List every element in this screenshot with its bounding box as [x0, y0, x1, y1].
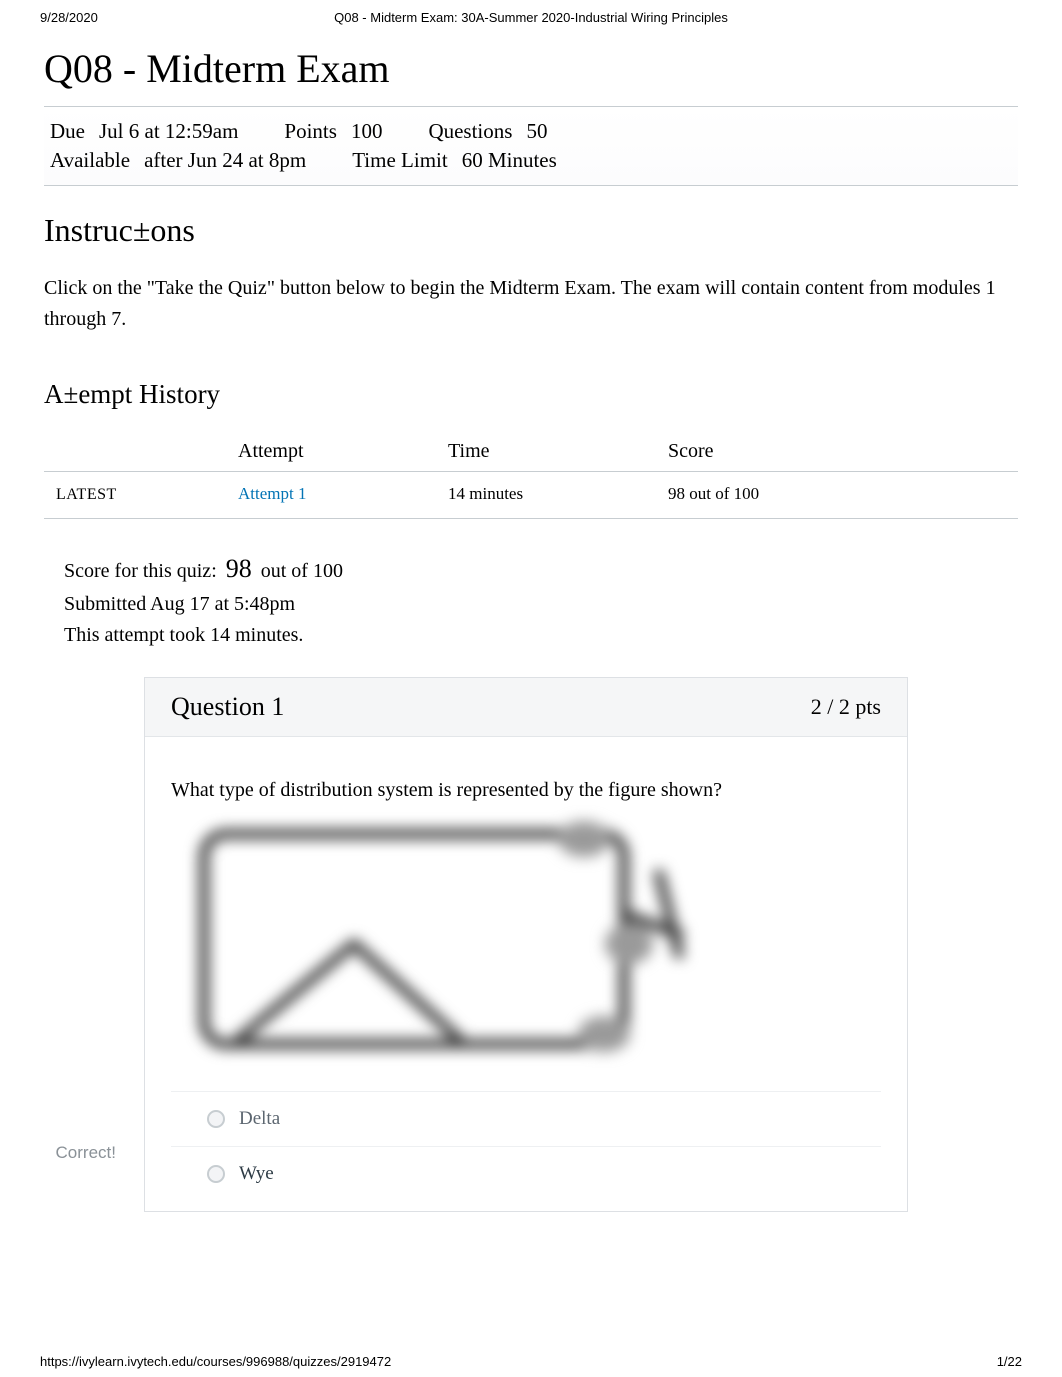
timelimit-value: 60 Minutes [462, 148, 557, 173]
answers-list: Delta Wye [171, 1091, 881, 1201]
print-title: Q08 - Midterm Exam: 30A-Summer 2020-Indu… [334, 10, 728, 25]
attempt-history-heading: A±empt History [44, 379, 1018, 410]
attempt-history-table: Attempt Time Score LATEST Attempt 1 14 m… [44, 432, 1018, 519]
points-label: Points [284, 119, 337, 144]
instructions-body: Click on the "Take the Quiz" button belo… [44, 273, 1018, 335]
score-block: Score for this quiz: 98 out of 100 Submi… [64, 549, 1018, 651]
question-body: What type of distribution system is repr… [145, 737, 907, 1211]
attempt-time: 14 minutes [444, 472, 664, 519]
question-diagram [171, 814, 881, 1079]
question-head: Question 1 2 / 2 pts [145, 678, 907, 737]
col-blank [44, 432, 234, 472]
due-value: Jul 6 at 12:59am [99, 119, 238, 144]
answer-text: Delta [239, 1108, 280, 1130]
print-header: 9/28/2020 Q08 - Midterm Exam: 30A-Summer… [0, 0, 1062, 25]
available-pair: Available after Jun 24 at 8pm [50, 148, 306, 173]
question-gutter: Correct! [44, 677, 144, 1212]
content: Q08 - Midterm Exam Due Jul 6 at 12:59am … [0, 25, 1062, 1212]
timelimit-pair: Time Limit 60 Minutes [352, 148, 557, 173]
questions-value: 50 [526, 119, 547, 144]
timelimit-label: Time Limit [352, 148, 448, 173]
instructions-heading: Instruc±ons [44, 212, 1018, 249]
col-attempt: Attempt [234, 432, 444, 472]
attempt-status: LATEST [48, 486, 117, 503]
attempt-score: 98 out of 100 [664, 472, 1018, 519]
points-value: 100 [351, 119, 383, 144]
radio-icon [207, 1165, 225, 1183]
available-label: Available [50, 148, 130, 173]
points-pair: Points 100 [284, 119, 382, 144]
question-points: 2 / 2 pts [811, 694, 881, 720]
question-prompt: What type of distribution system is repr… [171, 779, 881, 802]
answer-text: Wye [239, 1163, 274, 1185]
quiz-meta-band: Due Jul 6 at 12:59am Points 100 Question… [44, 106, 1018, 186]
answer-option[interactable]: Wye [171, 1146, 881, 1201]
questions-label: Questions [428, 119, 512, 144]
radio-icon [207, 1110, 225, 1128]
footer-page: 1/22 [997, 1354, 1022, 1369]
col-score: Score [664, 432, 1018, 472]
score-prefix: Score for this quiz: [64, 560, 222, 582]
question-card: Question 1 2 / 2 pts What type of distri… [144, 677, 908, 1212]
score-suffix: out of 100 [261, 560, 343, 582]
print-date: 9/28/2020 [40, 10, 98, 25]
submitted-line: Submitted Aug 17 at 5:48pm [64, 589, 1018, 620]
attempt-link[interactable]: Attempt 1 [238, 484, 306, 503]
delta-wye-diagram-icon [179, 814, 699, 1064]
questions-pair: Questions 50 [428, 119, 547, 144]
due-label: Due [50, 119, 85, 144]
page-title: Q08 - Midterm Exam [44, 45, 1018, 92]
due-pair: Due Jul 6 at 12:59am [50, 119, 238, 144]
table-row: LATEST Attempt 1 14 minutes 98 out of 10… [44, 472, 1018, 519]
answer-option[interactable]: Delta [171, 1092, 881, 1146]
footer-url: https://ivylearn.ivytech.edu/courses/996… [40, 1354, 391, 1369]
question-label: Question 1 [171, 692, 284, 722]
col-time: Time [444, 432, 664, 472]
score-value: 98 [222, 554, 256, 583]
print-footer: https://ivylearn.ivytech.edu/courses/996… [0, 1354, 1062, 1369]
took-line: This attempt took 14 minutes. [64, 620, 1018, 651]
available-value: after Jun 24 at 8pm [144, 148, 306, 173]
question-1: Correct! Question 1 2 / 2 pts What type … [44, 677, 1018, 1212]
correct-label: Correct! [56, 1143, 116, 1163]
